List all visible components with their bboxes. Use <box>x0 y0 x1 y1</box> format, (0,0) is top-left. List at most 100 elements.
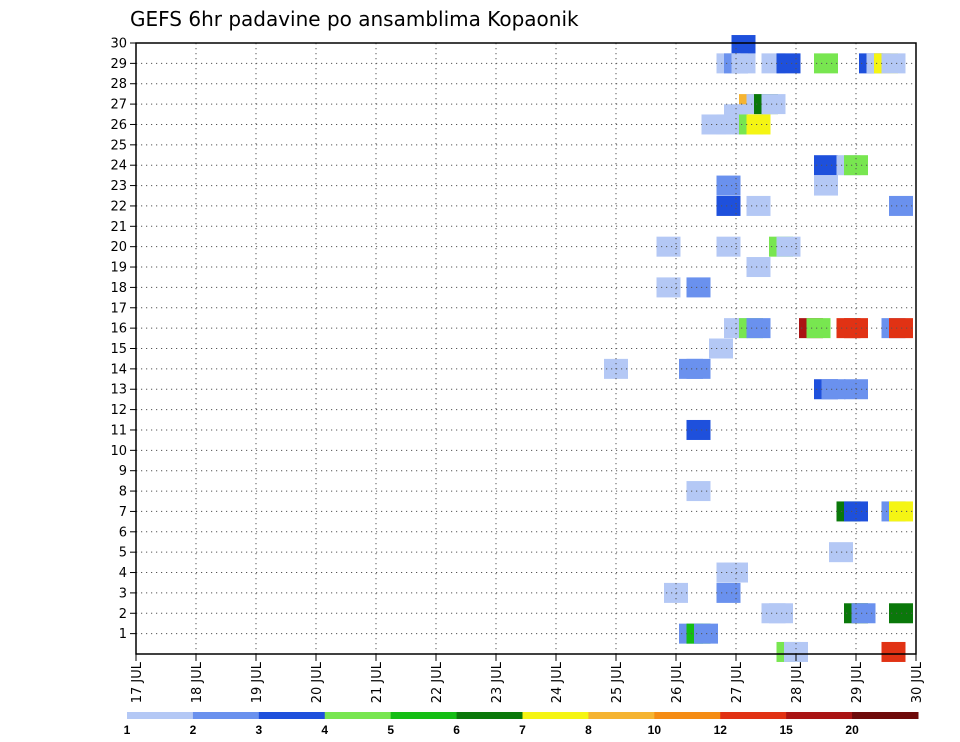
y-tick-label: 30 <box>110 37 127 52</box>
y-tick-label: 12 <box>110 403 127 418</box>
colorbar-swatch <box>258 712 326 719</box>
colorbar-label: 8 <box>585 723 592 737</box>
y-tick-label: 23 <box>110 179 127 194</box>
colorbar: 1 2 3 4 5 6 7 8 10 12 15 20 <box>124 712 919 737</box>
y-tick-label: 22 <box>110 199 127 214</box>
precip-cell <box>686 481 711 502</box>
colorbar-label: 12 <box>714 723 728 737</box>
colorbar-label: 5 <box>387 723 394 737</box>
precip-cell <box>716 236 741 257</box>
x-tick-label: 22 JUL <box>430 661 445 703</box>
precip-cell <box>746 318 771 339</box>
precip-cell <box>776 53 801 74</box>
y-axis-ticks: 1234567891011121314151617181920212223242… <box>110 37 136 642</box>
x-tick-label: 24 JUL <box>550 661 565 703</box>
y-tick-label: 13 <box>110 383 127 398</box>
precip-cell <box>686 277 711 298</box>
colorbar-label: 2 <box>190 723 197 737</box>
precip-cell <box>746 114 771 135</box>
colorbar-swatch <box>390 712 458 719</box>
x-tick-label: 29 JUL <box>850 661 865 703</box>
x-tick-label: 18 JUL <box>190 661 205 703</box>
x-tick-label: 17 JUL <box>130 661 145 703</box>
x-tick-label: 28 JUL <box>790 661 805 703</box>
x-tick-label: 21 JUL <box>370 661 385 703</box>
x-tick-label: 30 JUL <box>910 661 925 703</box>
colorbar-label: 4 <box>321 723 328 737</box>
y-tick-label: 6 <box>119 525 127 540</box>
colorbar-label: 6 <box>453 723 460 737</box>
precip-cell <box>716 582 741 603</box>
precip-cell <box>731 53 756 74</box>
colorbar-swatch <box>654 712 721 719</box>
precip-cell <box>821 379 846 400</box>
y-tick-label: 10 <box>110 444 127 459</box>
colorbar-swatch <box>324 712 392 719</box>
colorbar-swatch <box>127 712 194 719</box>
precip-cell <box>716 175 741 196</box>
colorbar-swatch <box>522 712 589 719</box>
precip-cell <box>716 195 741 216</box>
y-tick-label: 4 <box>119 566 127 581</box>
y-tick-label: 27 <box>110 98 127 113</box>
precip-cell <box>686 419 711 440</box>
y-tick-label: 7 <box>119 505 127 520</box>
y-tick-label: 1 <box>119 627 127 642</box>
y-tick-label: 24 <box>110 159 127 174</box>
y-tick-label: 19 <box>110 261 127 276</box>
y-tick-label: 2 <box>119 607 127 622</box>
x-tick-label: 27 JUL <box>730 661 745 703</box>
chart-title: GEFS 6hr padavine po ansamblima Kopaonik <box>130 7 579 31</box>
precip-cell <box>656 277 681 298</box>
colorbar-label: 15 <box>779 723 793 737</box>
y-tick-label: 11 <box>110 423 127 438</box>
precip-cell <box>881 641 906 662</box>
precip-cell <box>776 236 801 257</box>
y-tick-label: 3 <box>119 586 127 601</box>
precip-cell <box>731 35 756 56</box>
precip-cell <box>746 257 771 278</box>
colorbar-label: 7 <box>519 723 526 737</box>
colorbar-swatch <box>192 712 260 719</box>
precip-cell <box>746 195 771 216</box>
y-tick-label: 21 <box>110 220 127 235</box>
precip-cell <box>761 94 786 115</box>
x-tick-label: 23 JUL <box>490 661 505 703</box>
y-tick-label: 16 <box>110 322 127 337</box>
gridlines <box>136 42 917 654</box>
precip-cell <box>806 318 831 339</box>
precip-cell <box>656 236 681 257</box>
y-tick-label: 28 <box>110 77 127 92</box>
y-tick-label: 25 <box>110 138 127 153</box>
precip-cell <box>784 641 808 662</box>
precip-cell <box>716 114 741 135</box>
colorbar-label: 3 <box>255 723 262 737</box>
precip-cell <box>686 358 711 379</box>
precip-cell <box>881 53 906 74</box>
colorbar-label: 10 <box>648 723 662 737</box>
x-tick-label: 25 JUL <box>610 661 625 703</box>
colorbar-swatch <box>720 712 787 719</box>
x-tick-label: 19 JUL <box>250 661 265 703</box>
y-tick-label: 5 <box>119 546 127 561</box>
colorbar-swatch <box>852 712 919 719</box>
precip-cell <box>851 603 876 624</box>
y-tick-label: 14 <box>110 362 127 377</box>
y-tick-label: 18 <box>110 281 127 296</box>
y-tick-label: 17 <box>110 301 127 316</box>
x-axis-ticks: 17 JUL 18 JUL 19 JUL 20 JUL 21 JUL 22 JUL 23 J… <box>130 654 925 703</box>
colorbar-swatch <box>588 712 655 719</box>
y-tick-label: 8 <box>119 485 127 500</box>
colorbar-swatch <box>786 712 853 719</box>
colorbar-label: 1 <box>124 723 131 737</box>
y-tick-label: 15 <box>110 342 127 357</box>
y-tick-label: 20 <box>110 240 127 255</box>
x-tick-label: 20 JUL <box>310 661 325 703</box>
y-tick-label: 26 <box>110 118 127 133</box>
y-tick-label: 29 <box>110 57 127 72</box>
y-tick-label: 9 <box>119 464 127 479</box>
colorbar-label: 20 <box>845 723 859 737</box>
colorbar-swatch <box>456 712 523 719</box>
x-tick-label: 26 JUL <box>670 661 685 703</box>
